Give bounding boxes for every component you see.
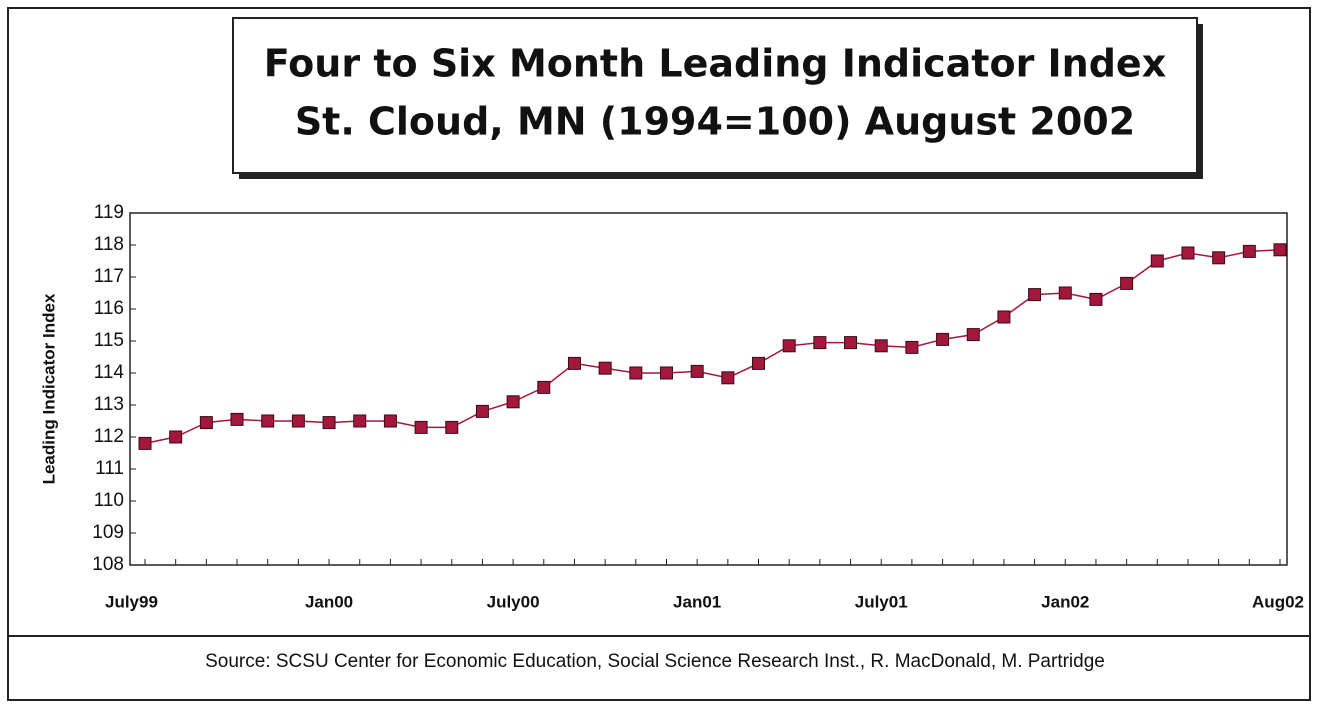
point-marker	[997, 310, 1011, 324]
point-marker	[445, 420, 459, 434]
y-tick-label: 111	[95, 458, 124, 479]
point-marker	[475, 404, 489, 418]
chart-subtitle: St. Cloud, MN (1994=100) August 2002	[295, 100, 1135, 144]
point-marker	[782, 339, 796, 353]
point-marker	[1242, 244, 1256, 258]
point-marker	[414, 420, 428, 434]
point-marker	[1150, 254, 1164, 268]
y-tick-label: 110	[94, 490, 124, 511]
point-marker	[1181, 246, 1195, 260]
point-marker	[383, 414, 397, 428]
y-tick-label: 115	[94, 330, 124, 351]
y-tick-label: 119	[94, 202, 124, 223]
y-axis-label: Leading Indicator Index	[39, 293, 58, 484]
point-marker	[261, 414, 275, 428]
source-note: Source: SCSU Center for Economic Educati…	[205, 651, 1105, 672]
x-tick-label: Jan00	[305, 592, 353, 611]
y-tick-label: 117	[94, 266, 124, 287]
point-marker	[230, 412, 244, 426]
point-marker	[752, 356, 766, 370]
frame	[7, 7, 1311, 701]
point-marker	[1212, 251, 1226, 265]
point-marker	[567, 356, 581, 370]
point-marker	[199, 416, 213, 430]
point-marker	[322, 416, 336, 430]
point-marker	[353, 414, 367, 428]
x-tick-label: July00	[487, 592, 540, 611]
point-marker	[1058, 286, 1072, 300]
point-marker	[291, 414, 305, 428]
point-marker	[659, 366, 673, 380]
title-box	[232, 17, 1198, 174]
point-marker	[169, 430, 183, 444]
y-tick-label: 114	[94, 362, 125, 383]
point-marker	[1089, 292, 1103, 306]
series-line	[144, 249, 1281, 445]
point-marker	[721, 371, 735, 385]
point-marker	[813, 336, 827, 350]
y-tick-label: 109	[92, 522, 124, 543]
x-tick-label: July01	[855, 592, 908, 611]
point-marker	[1273, 243, 1287, 257]
x-tick-label: Jan02	[1041, 592, 1089, 611]
point-marker	[1028, 288, 1042, 302]
point-marker	[506, 395, 520, 409]
y-tick-label: 116	[94, 298, 124, 319]
point-marker	[874, 339, 888, 353]
chart-title: Four to Six Month Leading Indicator Inde…	[264, 42, 1166, 86]
point-marker	[844, 336, 858, 350]
point-marker	[936, 332, 950, 346]
y-tick-label: 113	[94, 394, 124, 415]
point-marker	[1120, 276, 1134, 290]
x-tick-label: July99	[105, 592, 158, 611]
x-tick-label: Jan01	[673, 592, 721, 611]
y-tick-label: 112	[94, 426, 124, 447]
plot-area	[129, 212, 1288, 566]
y-tick-label: 108	[92, 554, 124, 575]
point-marker	[966, 328, 980, 342]
y-tick-label: 118	[94, 234, 124, 255]
point-marker	[598, 361, 612, 375]
x-tick-label: Aug02	[1252, 592, 1304, 611]
point-marker	[690, 364, 704, 378]
point-marker	[905, 340, 919, 354]
point-marker	[629, 366, 643, 380]
point-marker	[138, 436, 152, 450]
point-marker	[537, 380, 551, 394]
